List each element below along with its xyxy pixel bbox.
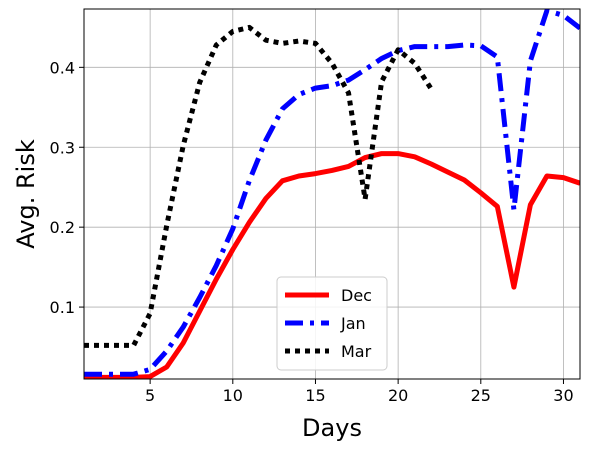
legend: Dec Jan Mar [276, 276, 388, 371]
x-tick-label: 30 [553, 386, 573, 405]
y-tick-label: 0.4 [50, 58, 75, 77]
x-tick-label: 5 [145, 386, 155, 405]
x-tick-label: 25 [471, 386, 491, 405]
series-line-dec [84, 151, 580, 379]
series-lines [84, 9, 580, 379]
y-tick-label: 0.3 [50, 138, 75, 157]
y-axis-label: Avg. Risk [12, 139, 40, 249]
axis-ticks: 5 10 15 20 25 30 0.1 0.2 0.3 0.4 [50, 58, 574, 405]
plot-frame [83, 8, 581, 380]
x-tick-label: 20 [388, 386, 408, 405]
x-axis-label: Days [302, 414, 362, 442]
legend-label-jan: Jan [340, 314, 366, 333]
legend-label-mar: Mar [341, 342, 372, 361]
legend-label-dec: Dec [341, 286, 372, 305]
series-line-mar [84, 24, 434, 348]
y-tick-label: 0.1 [50, 298, 75, 317]
y-tick-label: 0.2 [50, 218, 75, 237]
x-tick-label: 10 [223, 386, 243, 405]
legend-box [276, 276, 388, 371]
x-tick-label: 15 [305, 386, 325, 405]
